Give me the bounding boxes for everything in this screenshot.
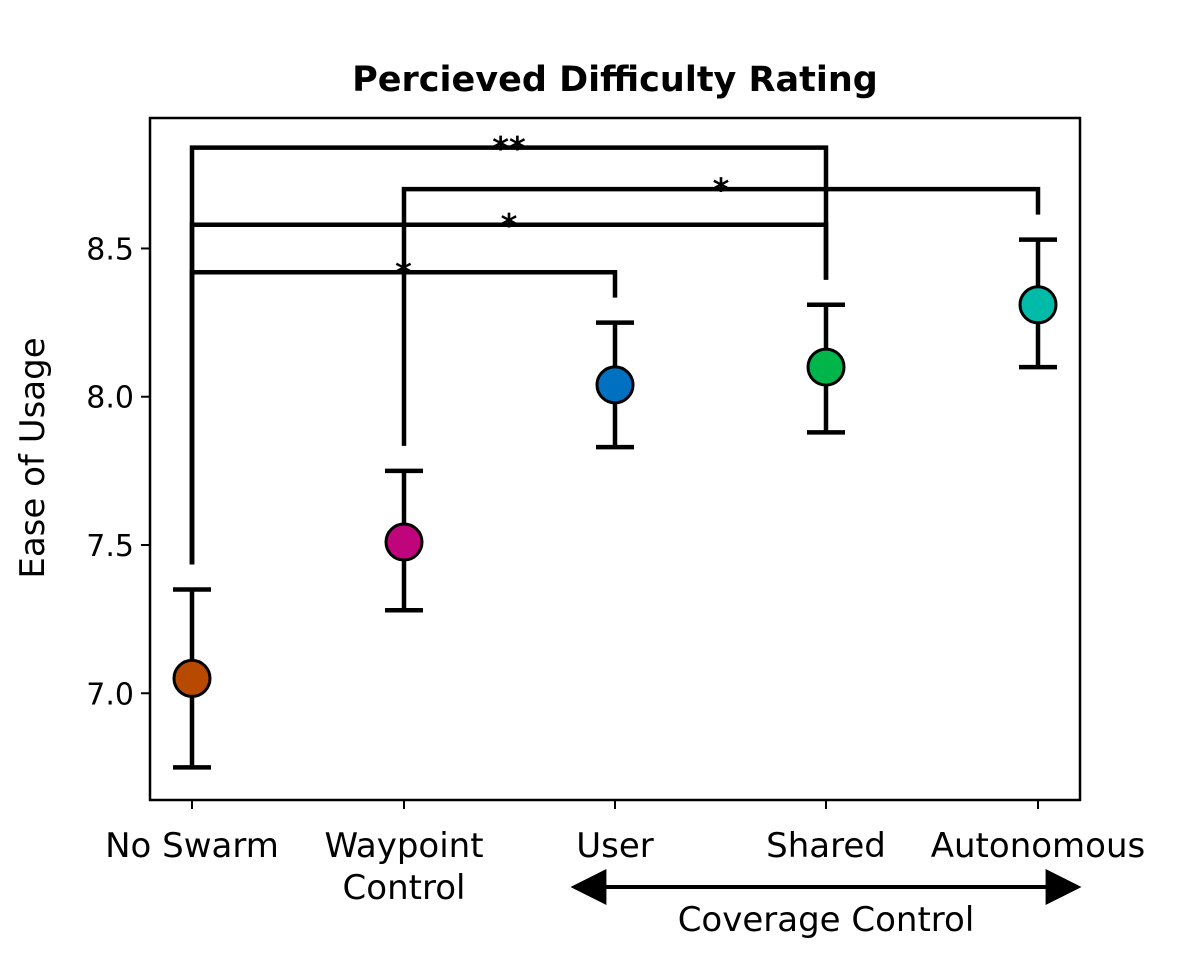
x-tick-label: No Swarm <box>105 826 279 866</box>
x-tick-label: Shared <box>766 826 886 866</box>
significance-label: * <box>501 207 518 245</box>
x-tick-label: Control <box>343 868 466 908</box>
significance-bracket <box>401 186 1041 446</box>
significance-label: * <box>395 254 412 292</box>
data-point <box>384 522 424 562</box>
y-tick-label: 7.0 <box>86 677 134 712</box>
significance-label: ** <box>492 130 526 168</box>
plot-frame <box>148 116 1082 802</box>
data-point <box>1018 285 1058 325</box>
x-tick-label: Autonomous <box>931 826 1145 866</box>
data-point <box>172 658 212 698</box>
y-axis-label: Ease of Usage <box>13 337 53 578</box>
significance-label: * <box>713 171 730 209</box>
group-label: Coverage Control <box>678 900 975 940</box>
y-tick-label: 7.5 <box>86 529 134 564</box>
significance-bracket <box>189 269 618 565</box>
data-point <box>806 347 846 387</box>
x-tick-label: User <box>576 826 654 866</box>
chart-title: Percieved Difficulty Rating <box>352 60 878 100</box>
y-tick-label: 8.5 <box>86 232 134 267</box>
data-point <box>595 365 635 405</box>
y-tick-label: 8.0 <box>86 381 134 416</box>
x-tick-label: Waypoint <box>324 826 483 866</box>
significance-bracket <box>189 222 829 565</box>
